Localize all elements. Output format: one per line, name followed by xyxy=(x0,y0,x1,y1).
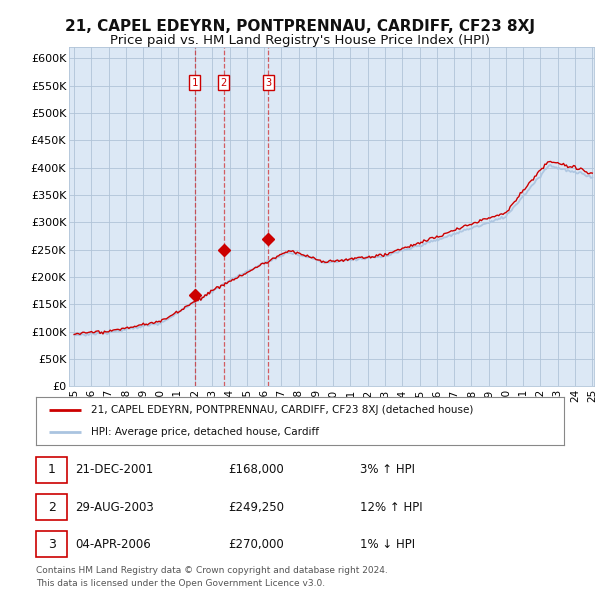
Text: This data is licensed under the Open Government Licence v3.0.: This data is licensed under the Open Gov… xyxy=(36,579,325,588)
Text: 04-APR-2006: 04-APR-2006 xyxy=(75,537,151,551)
Text: 1% ↓ HPI: 1% ↓ HPI xyxy=(360,537,415,551)
Text: 2: 2 xyxy=(47,500,56,514)
Text: HPI: Average price, detached house, Cardiff: HPI: Average price, detached house, Card… xyxy=(91,427,319,437)
Text: £168,000: £168,000 xyxy=(228,463,284,477)
Text: 21, CAPEL EDEYRN, PONTPRENNAU, CARDIFF, CF23 8XJ (detached house): 21, CAPEL EDEYRN, PONTPRENNAU, CARDIFF, … xyxy=(91,405,474,415)
Text: 2: 2 xyxy=(221,78,227,88)
Text: 29-AUG-2003: 29-AUG-2003 xyxy=(75,500,154,514)
Text: 3: 3 xyxy=(265,78,272,88)
Text: 1: 1 xyxy=(191,78,197,88)
Text: 3% ↑ HPI: 3% ↑ HPI xyxy=(360,463,415,477)
Text: Contains HM Land Registry data © Crown copyright and database right 2024.: Contains HM Land Registry data © Crown c… xyxy=(36,566,388,575)
Text: 1: 1 xyxy=(47,463,56,477)
Text: 21-DEC-2001: 21-DEC-2001 xyxy=(75,463,153,477)
Text: 21, CAPEL EDEYRN, PONTPRENNAU, CARDIFF, CF23 8XJ: 21, CAPEL EDEYRN, PONTPRENNAU, CARDIFF, … xyxy=(65,19,535,34)
Text: £270,000: £270,000 xyxy=(228,537,284,551)
Text: Price paid vs. HM Land Registry's House Price Index (HPI): Price paid vs. HM Land Registry's House … xyxy=(110,34,490,47)
Text: 3: 3 xyxy=(47,537,56,551)
Text: £249,250: £249,250 xyxy=(228,500,284,514)
Text: 12% ↑ HPI: 12% ↑ HPI xyxy=(360,500,422,514)
